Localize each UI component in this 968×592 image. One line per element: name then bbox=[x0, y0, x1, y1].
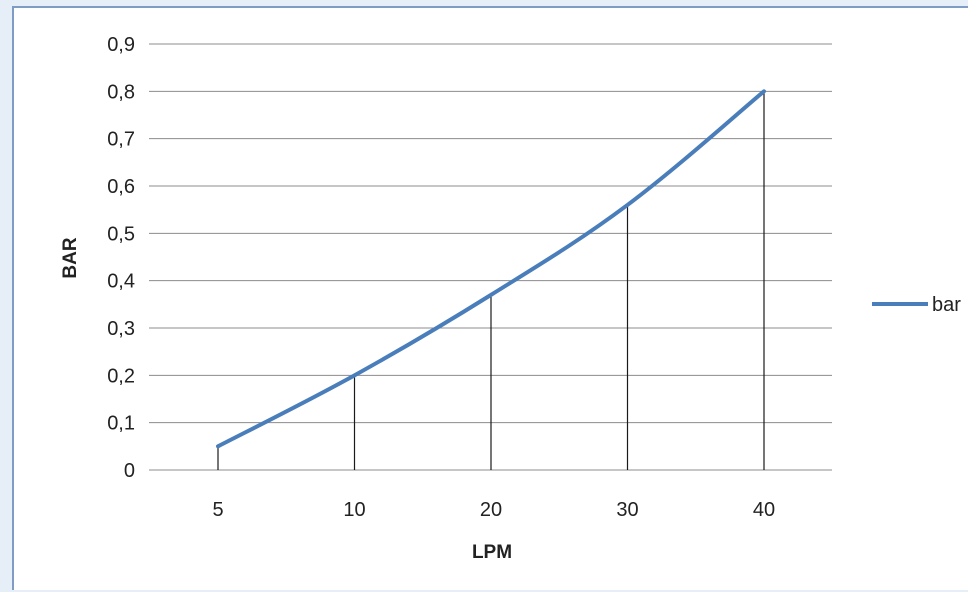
series-layer bbox=[216, 89, 766, 449]
y-tick-label: 0,5 bbox=[107, 223, 135, 245]
x-tick-label: 30 bbox=[616, 499, 638, 521]
y-axis-ticks: 0 0,1 0,2 0,3 0,4 0,5 0,6 0,7 0,8 0,9 bbox=[107, 34, 135, 482]
legend: bar bbox=[872, 294, 961, 316]
y-tick-label: 0,4 bbox=[107, 271, 135, 293]
y-tick-label: 0,3 bbox=[107, 318, 135, 340]
x-axis-ticks: 5 10 20 30 40 bbox=[212, 499, 775, 521]
y-axis-title: BAR bbox=[60, 237, 81, 278]
line-chart: 0 0,1 0,2 0,3 0,4 0,5 0,6 0,7 0,8 0,9 5 10 20 30 40 L… bbox=[60, 34, 961, 563]
y-tick-label: 0,2 bbox=[107, 365, 135, 387]
y-tick-label: 0,1 bbox=[107, 413, 135, 435]
legend-label-bar: bar bbox=[932, 294, 961, 316]
x-tick-label: 10 bbox=[343, 499, 365, 521]
chart-frame: 0 0,1 0,2 0,3 0,4 0,5 0,6 0,7 0,8 0,9 5 10 20 30 40 L… bbox=[12, 6, 968, 590]
y-tick-label: 0,9 bbox=[107, 34, 135, 56]
y-tick-label: 0,7 bbox=[107, 129, 135, 151]
y-tick-label: 0,8 bbox=[107, 81, 135, 103]
x-axis-title: LPM bbox=[472, 542, 512, 563]
x-tick-label: 5 bbox=[212, 499, 223, 521]
x-tick-label: 40 bbox=[753, 499, 775, 521]
drop-lines bbox=[217, 91, 765, 470]
x-tick-label: 20 bbox=[480, 499, 502, 521]
y-tick-label: 0 bbox=[124, 460, 135, 482]
y-tick-label: 0,6 bbox=[107, 176, 135, 198]
series-line-bar bbox=[216, 89, 766, 449]
